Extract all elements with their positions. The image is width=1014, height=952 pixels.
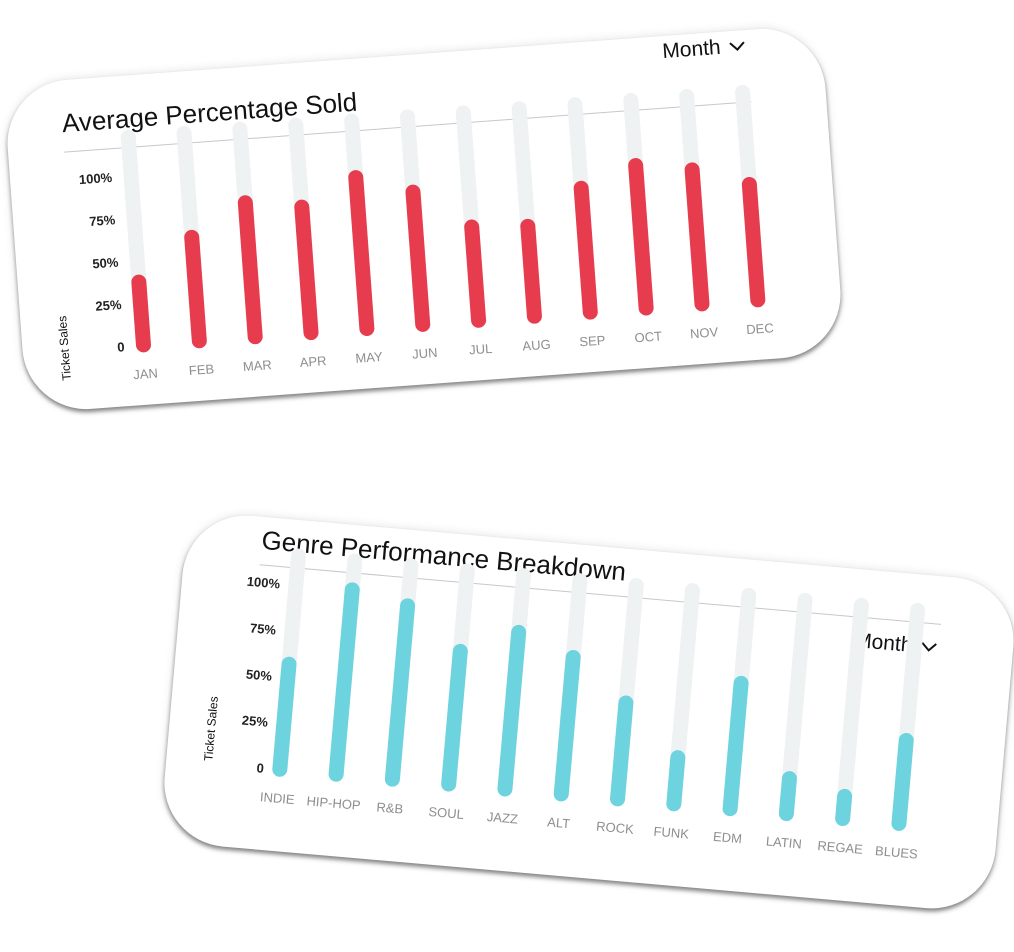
bar bbox=[464, 219, 487, 328]
average-percentage-card: Average Percentage Sold Month Ticket Sal… bbox=[3, 24, 845, 414]
bar bbox=[684, 162, 710, 312]
category-label: LATIN bbox=[765, 833, 802, 851]
category-label: BLUES bbox=[875, 843, 919, 862]
y-tick-label: 50% bbox=[245, 666, 273, 683]
bar bbox=[741, 176, 766, 308]
bar bbox=[628, 158, 654, 316]
category-label: ROCK bbox=[596, 819, 635, 837]
bar bbox=[328, 582, 360, 782]
category-label: MAY bbox=[355, 349, 384, 366]
bar bbox=[272, 656, 297, 777]
category-label: EDM bbox=[713, 829, 743, 846]
chevron-down-icon[interactable] bbox=[729, 41, 745, 52]
bar bbox=[294, 199, 319, 341]
genre-performance-card: Genre Performance Breakdown Month Ticket… bbox=[159, 510, 1014, 914]
bar bbox=[441, 643, 468, 792]
y-tick-label: 100% bbox=[246, 574, 281, 592]
y-tick-label: 50% bbox=[92, 254, 119, 271]
bar bbox=[405, 184, 431, 332]
bar bbox=[184, 229, 207, 349]
bar bbox=[497, 624, 527, 797]
bar bbox=[778, 771, 797, 822]
y-tick-label: 0 bbox=[117, 339, 125, 354]
category-label: INDIE bbox=[259, 789, 295, 807]
category-label: DEC bbox=[746, 320, 774, 337]
y-tick-label: 25% bbox=[241, 713, 269, 730]
month-dropdown[interactable]: Month bbox=[662, 34, 745, 63]
bar bbox=[520, 218, 542, 324]
genre-performance-chart: Genre Performance Breakdown Month Ticket… bbox=[201, 525, 942, 862]
month-dropdown-label[interactable]: Month bbox=[662, 36, 722, 63]
category-label: SOUL bbox=[428, 804, 465, 822]
chevron-down-icon[interactable] bbox=[921, 642, 937, 652]
category-label: NOV bbox=[689, 324, 719, 341]
chart-title: Genre Performance Breakdown bbox=[260, 525, 627, 587]
category-label: ALT bbox=[547, 814, 571, 831]
bar bbox=[835, 788, 853, 827]
category-label: R&B bbox=[376, 799, 404, 816]
y-tick-label: 75% bbox=[89, 212, 116, 229]
y-tick-label: 100% bbox=[78, 170, 113, 187]
category-label: JUL bbox=[469, 341, 493, 358]
bar bbox=[553, 650, 581, 802]
category-label: APR bbox=[299, 353, 327, 370]
bar bbox=[610, 695, 634, 807]
category-label: HIP-HOP bbox=[306, 793, 361, 813]
category-label: SEP bbox=[579, 333, 606, 350]
y-tick-label: 25% bbox=[95, 297, 122, 314]
category-label: AUG bbox=[522, 337, 551, 354]
bar bbox=[384, 598, 416, 787]
y-tick-label: 75% bbox=[249, 620, 277, 637]
y-axis-label: Ticket Sales bbox=[55, 315, 74, 381]
category-label: REGAE bbox=[817, 838, 864, 857]
bar bbox=[131, 274, 151, 353]
category-label: JUN bbox=[412, 345, 438, 362]
average-percentage-chart: Average Percentage Sold Month Ticket Sal… bbox=[55, 34, 774, 382]
y-axis-label: Ticket Sales bbox=[201, 696, 221, 762]
bar bbox=[237, 195, 263, 345]
y-tick-label: 0 bbox=[256, 760, 265, 776]
category-label: JAN bbox=[133, 365, 159, 382]
bar bbox=[348, 170, 375, 336]
title-divider bbox=[259, 564, 942, 625]
category-label: FEB bbox=[188, 361, 214, 378]
bar bbox=[722, 675, 749, 817]
bar bbox=[666, 750, 686, 812]
bar bbox=[573, 180, 598, 320]
bar bbox=[891, 733, 914, 831]
bar-track bbox=[835, 597, 869, 827]
category-label: OCT bbox=[634, 328, 663, 345]
category-label: MAR bbox=[242, 357, 272, 374]
category-label: JAZZ bbox=[486, 809, 518, 827]
chart-title: Average Percentage Sold bbox=[61, 87, 358, 139]
category-label: FUNK bbox=[653, 824, 690, 842]
